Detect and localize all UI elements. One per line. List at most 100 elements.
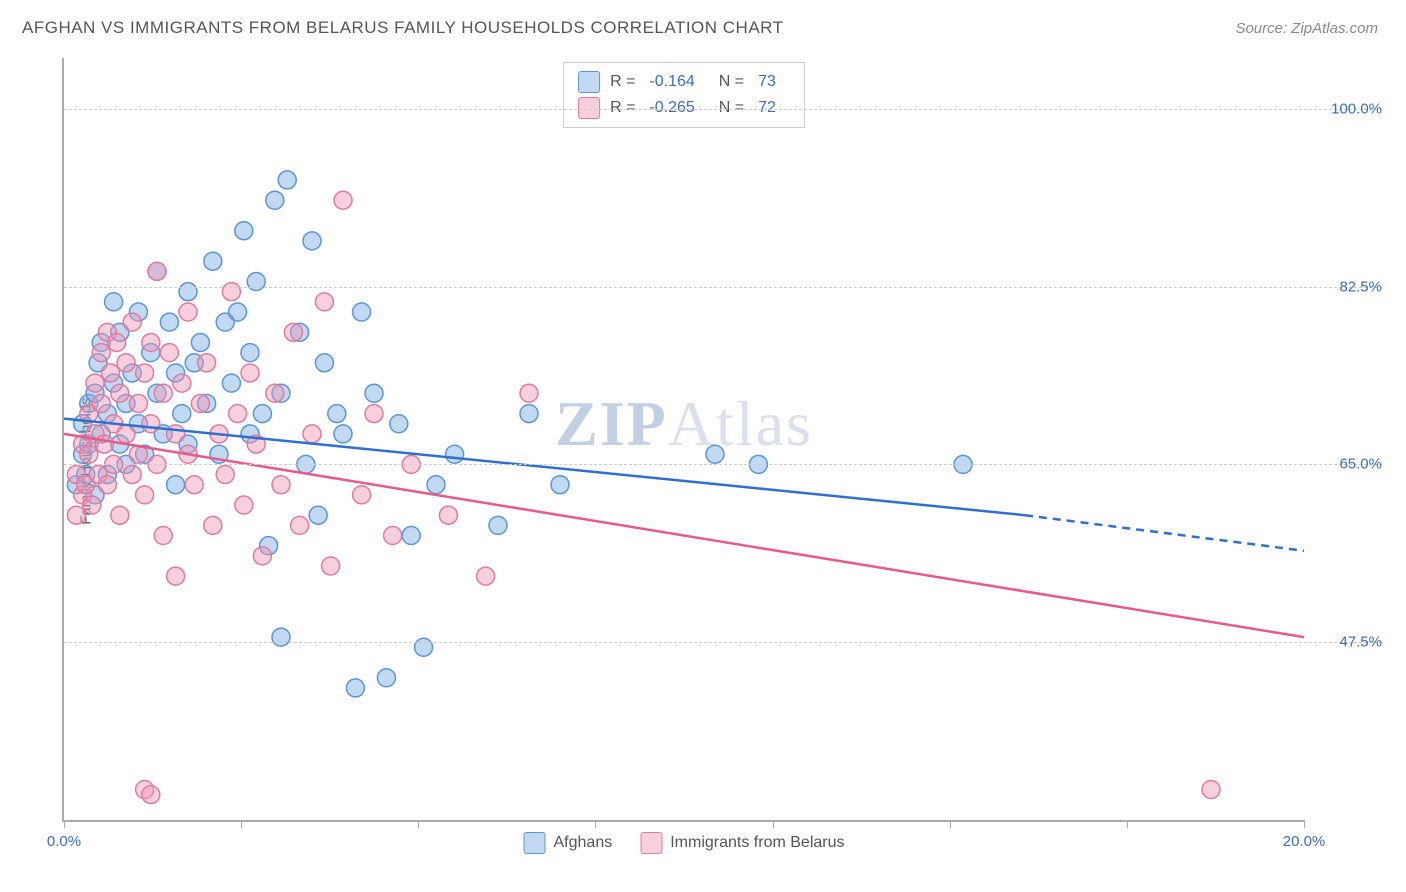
- trend-line-dash-series-0: [1025, 515, 1304, 551]
- plot-area: ZIPAtlas R = -0.164 N = 73 R = -0.265 N …: [62, 58, 1304, 822]
- data-point-series-0: [427, 476, 445, 494]
- chart-title: AFGHAN VS IMMIGRANTS FROM BELARUS FAMILY…: [22, 18, 784, 38]
- data-point-series-0: [390, 415, 408, 433]
- data-point-series-1: [334, 191, 352, 209]
- data-point-series-0: [328, 405, 346, 423]
- data-point-series-0: [309, 506, 327, 524]
- data-point-series-1: [191, 394, 209, 412]
- r-value-0: -0.164: [649, 73, 694, 91]
- data-point-series-1: [95, 435, 113, 453]
- data-point-series-1: [198, 354, 216, 372]
- chart-header: AFGHAN VS IMMIGRANTS FROM BELARUS FAMILY…: [0, 0, 1406, 48]
- data-point-series-0: [173, 405, 191, 423]
- data-point-series-1: [322, 557, 340, 575]
- chart-container: Family Households ZIPAtlas R = -0.164 N …: [22, 50, 1384, 872]
- data-point-series-0: [446, 445, 464, 463]
- data-point-series-1: [439, 506, 457, 524]
- data-point-series-0: [105, 293, 123, 311]
- data-point-series-1: [102, 364, 120, 382]
- data-point-series-1: [136, 364, 154, 382]
- data-point-series-0: [247, 273, 265, 291]
- data-point-series-1: [123, 466, 141, 484]
- gridline: [64, 642, 1382, 643]
- data-point-series-1: [92, 394, 110, 412]
- data-point-series-0: [402, 527, 420, 545]
- y-tick-label: 65.0%: [1310, 456, 1382, 473]
- data-point-series-0: [415, 638, 433, 656]
- data-point-series-1: [136, 486, 154, 504]
- swatch-series-0: [578, 71, 600, 93]
- data-point-series-1: [142, 415, 160, 433]
- legend-item-1: Immigrants from Belarus: [640, 832, 844, 854]
- data-point-series-1: [1202, 781, 1220, 799]
- data-point-series-1: [154, 384, 172, 402]
- data-point-series-1: [266, 384, 284, 402]
- x-tick: [1127, 820, 1128, 828]
- data-point-series-1: [148, 262, 166, 280]
- data-point-series-1: [272, 476, 290, 494]
- data-point-series-0: [204, 252, 222, 270]
- data-point-series-0: [179, 283, 197, 301]
- data-point-series-1: [98, 476, 116, 494]
- scatter-svg: [64, 58, 1304, 820]
- data-point-series-1: [108, 333, 126, 351]
- data-point-series-0: [191, 333, 209, 351]
- data-point-series-1: [520, 384, 538, 402]
- data-point-series-1: [284, 323, 302, 341]
- legend-item-0: Afghans: [524, 832, 613, 854]
- data-point-series-0: [241, 344, 259, 362]
- data-point-series-0: [222, 374, 240, 392]
- data-point-series-0: [266, 191, 284, 209]
- legend-swatch-1: [640, 832, 662, 854]
- data-point-series-0: [353, 303, 371, 321]
- data-point-series-0: [489, 516, 507, 534]
- data-point-series-1: [303, 425, 321, 443]
- n-value-0: 73: [758, 73, 776, 91]
- data-point-series-0: [365, 384, 383, 402]
- data-point-series-1: [154, 527, 172, 545]
- data-point-series-1: [111, 506, 129, 524]
- data-point-series-0: [551, 476, 569, 494]
- x-tick: [595, 820, 596, 828]
- y-tick-label: 82.5%: [1310, 278, 1382, 295]
- x-tick: [950, 820, 951, 828]
- x-tick-label: 20.0%: [1283, 833, 1326, 850]
- x-tick-label: 0.0%: [47, 833, 81, 850]
- data-point-series-0: [278, 171, 296, 189]
- gridline: [64, 464, 1382, 465]
- data-point-series-1: [235, 496, 253, 514]
- data-point-series-0: [167, 476, 185, 494]
- stats-legend: R = -0.164 N = 73 R = -0.265 N = 72: [563, 62, 805, 128]
- trend-line-series-0: [64, 419, 1025, 516]
- stats-row-0: R = -0.164 N = 73: [578, 69, 790, 95]
- gridline: [64, 109, 1382, 110]
- data-point-series-0: [706, 445, 724, 463]
- data-point-series-0: [253, 405, 271, 423]
- source-attribution: Source: ZipAtlas.com: [1235, 20, 1378, 37]
- n-label-0: N =: [719, 73, 744, 91]
- data-point-series-0: [229, 303, 247, 321]
- data-point-series-1: [80, 445, 98, 463]
- data-point-series-1: [179, 303, 197, 321]
- data-point-series-1: [111, 384, 129, 402]
- data-point-series-1: [365, 405, 383, 423]
- data-point-series-1: [477, 567, 495, 585]
- data-point-series-0: [346, 679, 364, 697]
- y-tick-label: 47.5%: [1310, 634, 1382, 651]
- x-tick: [773, 820, 774, 828]
- data-point-series-1: [384, 527, 402, 545]
- data-point-series-0: [272, 628, 290, 646]
- data-point-series-1: [291, 516, 309, 534]
- data-point-series-1: [353, 486, 371, 504]
- data-point-series-1: [241, 364, 259, 382]
- data-point-series-0: [377, 669, 395, 687]
- data-point-series-1: [142, 786, 160, 804]
- series-legend: Afghans Immigrants from Belarus: [524, 832, 845, 854]
- x-tick: [418, 820, 419, 828]
- data-point-series-1: [253, 547, 271, 565]
- data-point-series-1: [160, 344, 178, 362]
- data-point-series-1: [222, 283, 240, 301]
- data-point-series-1: [185, 476, 203, 494]
- data-point-series-0: [520, 405, 538, 423]
- data-point-series-1: [315, 293, 333, 311]
